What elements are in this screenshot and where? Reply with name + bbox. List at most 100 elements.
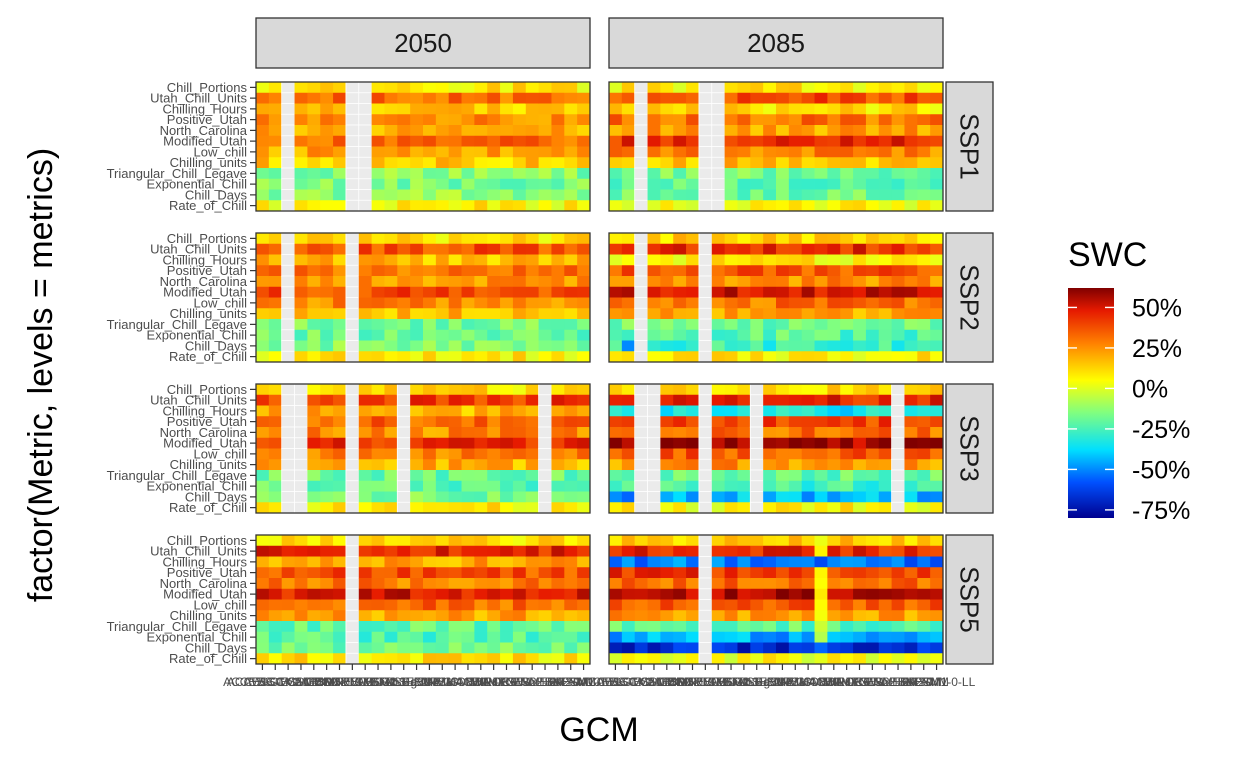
heatmap-cell (776, 330, 789, 341)
heatmap-cell (462, 244, 475, 255)
heatmap-cell (359, 341, 372, 352)
heatmap-cell (840, 114, 853, 125)
heatmap-cell (673, 384, 686, 395)
heatmap-cell (776, 438, 789, 449)
heatmap-cell (660, 621, 673, 632)
heatmap-cell (892, 190, 905, 201)
heatmap-cell (462, 643, 475, 654)
heatmap-cell-missing (282, 481, 295, 492)
heatmap-cell (539, 136, 552, 147)
heatmap-cell (930, 546, 943, 557)
heatmap-cell (256, 82, 269, 93)
heatmap-cell (930, 416, 943, 427)
heatmap-cell (295, 557, 308, 568)
heatmap-cell (725, 136, 738, 147)
heatmap-cell (436, 643, 449, 654)
heatmap-cell-missing (397, 406, 410, 417)
heatmap-cell (474, 319, 487, 330)
heatmap-cell-missing (699, 255, 712, 266)
heatmap-cell (892, 125, 905, 136)
heatmap-cell (423, 351, 436, 362)
heatmap-cell (449, 179, 462, 190)
heatmap-cell (577, 459, 590, 470)
heatmap-cell-missing (712, 179, 725, 190)
heatmap-cell (282, 621, 295, 632)
heatmap-cell (487, 341, 500, 352)
heatmap-cell (686, 449, 699, 460)
heatmap-cell (648, 82, 661, 93)
heatmap-cell (397, 265, 410, 276)
heatmap-cell (487, 546, 500, 557)
heatmap-cell (750, 104, 763, 115)
heatmap-cell (776, 621, 789, 632)
heatmap-cell (307, 589, 320, 600)
heatmap-cell (423, 82, 436, 93)
heatmap-cell (372, 351, 385, 362)
heatmap-cell (410, 157, 423, 168)
heatmap-cell (815, 308, 828, 319)
heatmap-cell (256, 298, 269, 309)
heatmap-cell (487, 589, 500, 600)
heatmap-cell (256, 265, 269, 276)
heatmap-cell (269, 492, 282, 503)
heatmap-cell (436, 395, 449, 406)
heatmap-cell (564, 643, 577, 654)
heatmap-cell (686, 653, 699, 664)
heatmap-cell (474, 643, 487, 654)
heatmap-cell (737, 157, 750, 168)
heatmap-cell (904, 632, 917, 643)
heatmap-cell (500, 621, 513, 632)
row-strip-label: SSP2 (955, 264, 985, 331)
heatmap-cell (609, 104, 622, 115)
heatmap-cell (539, 168, 552, 179)
heatmap-cell-missing (397, 438, 410, 449)
heatmap-cell (526, 406, 539, 417)
heatmap-cell (333, 287, 346, 298)
heatmap-cell (577, 168, 590, 179)
heatmap-cell (436, 610, 449, 621)
heatmap-cell (333, 643, 346, 654)
heatmap-cell (539, 308, 552, 319)
heatmap-cell (320, 147, 333, 158)
heatmap-cell (789, 427, 802, 438)
heatmap-cell (789, 351, 802, 362)
heatmap-cell (737, 190, 750, 201)
heatmap-cell (712, 244, 725, 255)
heatmap-cell (853, 233, 866, 244)
heatmap-cell (866, 114, 879, 125)
heatmap-cell (295, 610, 308, 621)
heatmap-cell (577, 535, 590, 546)
heatmap-cell (673, 395, 686, 406)
heatmap-cell (609, 416, 622, 427)
heatmap-cell (917, 82, 930, 93)
heatmap-cell (789, 82, 802, 93)
heatmap-cell (436, 481, 449, 492)
heatmap-cell (725, 93, 738, 104)
heatmap-cell (307, 114, 320, 125)
heatmap-cell (333, 395, 346, 406)
heatmap-cell-missing (892, 416, 905, 427)
row-strip-SSP5: SSP5 (946, 535, 993, 664)
heatmap-cell (673, 427, 686, 438)
heatmap-cell (763, 502, 776, 513)
heatmap-cell (410, 233, 423, 244)
heatmap-cell (930, 406, 943, 417)
panel-2050-SSP5 (256, 535, 590, 664)
heatmap-cell (269, 567, 282, 578)
heatmap-cell (763, 470, 776, 481)
heatmap-cell (789, 406, 802, 417)
heatmap-cell (320, 179, 333, 190)
heatmap-cell (827, 589, 840, 600)
heatmap-cell (892, 179, 905, 190)
heatmap-cell (763, 341, 776, 352)
heatmap-cell-missing (346, 610, 359, 621)
heatmap-cell (269, 82, 282, 93)
heatmap-cell (500, 535, 513, 546)
heatmap-cell (564, 384, 577, 395)
heatmap-cell-missing (635, 168, 648, 179)
heatmap-cell (500, 200, 513, 211)
heatmap-cell (686, 341, 699, 352)
heatmap-cell (384, 319, 397, 330)
heatmap-cell (513, 298, 526, 309)
heatmap-cell (815, 168, 828, 179)
